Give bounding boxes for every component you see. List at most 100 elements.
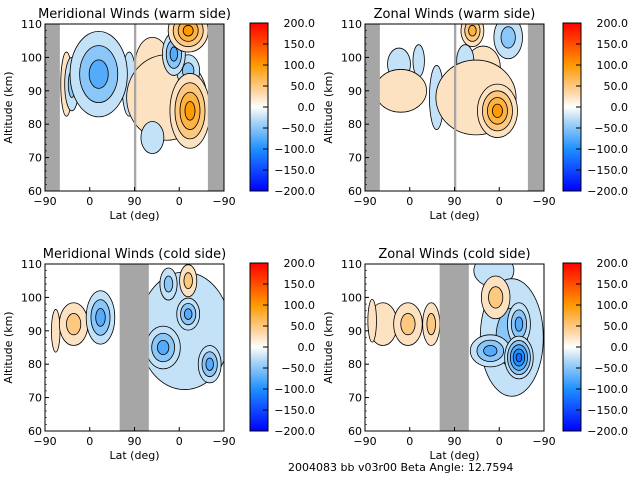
colorbar-tick-label: 100.0	[284, 299, 316, 312]
colorbar-tick-label: 200.0	[597, 257, 629, 270]
contour-band	[183, 308, 193, 320]
y-tick-label: 70	[348, 392, 362, 405]
panel-3: Meridional Winds (cold side) 60 70 80 90 100 1…	[2, 247, 315, 462]
y-tick-label: 90	[348, 325, 362, 338]
no-data-region	[119, 264, 149, 431]
contour-band	[184, 101, 196, 121]
chart-title: Meridional Winds (cold side)	[43, 247, 226, 262]
y-axis-label: Altitude (km)	[2, 71, 15, 143]
x-tick-label: −90	[532, 195, 555, 208]
x-tick-label: 0	[496, 195, 503, 208]
x-tick-label: 0	[406, 195, 413, 208]
contour-band	[514, 316, 524, 332]
colorbar-tick-label: −100.0	[587, 383, 628, 396]
y-tick-label: 100	[341, 291, 362, 304]
colorbar-tick-label: 200.0	[597, 17, 629, 30]
y-tick-label: 60	[348, 185, 362, 198]
colorbar-tick-label: 50.0	[604, 320, 629, 333]
colorbar-tick-label: 50.0	[604, 80, 629, 93]
y-tick-label: 80	[28, 118, 42, 131]
x-tick-label: −90	[353, 435, 376, 448]
contour-field	[51, 264, 224, 431]
colorbar-tick-label: −100.0	[587, 143, 628, 156]
colorbar-tick-label: 0.0	[298, 101, 316, 114]
contour-field	[367, 264, 544, 431]
y-tick-label: 70	[348, 152, 362, 165]
x-tick-label: −90	[212, 435, 235, 448]
colorbar-tick-label: −200.0	[274, 425, 315, 438]
contour-band	[51, 309, 61, 353]
no-data-region	[207, 24, 224, 191]
colorbar-tick-label: −50.0	[594, 122, 628, 135]
colorbar-tick-label: 200.0	[284, 17, 316, 30]
x-tick-label: −90	[212, 195, 235, 208]
contour-band	[492, 103, 503, 118]
y-axis-label: Altitude (km)	[322, 311, 335, 383]
y-tick-label: 60	[28, 185, 42, 198]
colorbar-tick-label: 150.0	[284, 38, 316, 51]
x-tick-label: 90	[128, 435, 142, 448]
x-tick-label: 90	[128, 195, 142, 208]
chart-title: Zonal Winds (cold side)	[378, 247, 530, 262]
y-tick-label: 80	[28, 358, 42, 371]
colorbar-tick-label: −200.0	[587, 425, 628, 438]
x-tick-label: −90	[532, 435, 555, 448]
colorbar-tick-label: 100.0	[597, 299, 629, 312]
colorbar-tick-label: 0.0	[611, 341, 629, 354]
x-tick-label: −90	[353, 195, 376, 208]
colorbar-tick-label: −200.0	[587, 185, 628, 198]
colorbar-tick-label: 50.0	[291, 320, 316, 333]
contour-band	[163, 275, 174, 293]
colorbar-tick-label: −150.0	[274, 404, 315, 417]
no-data-region	[453, 24, 457, 191]
contour-band	[183, 272, 193, 290]
contour-band	[169, 46, 179, 62]
x-axis-label: Lat (deg)	[430, 209, 480, 222]
colorbar-tick-label: 100.0	[597, 59, 629, 72]
contour-band	[400, 313, 416, 336]
colorbar-tick-label: 150.0	[597, 278, 629, 291]
contour-band	[205, 357, 214, 371]
panel-1: Meridional Winds (warm side) 60 70 80 90 100 1…	[2, 7, 315, 222]
no-data-region	[439, 264, 469, 431]
y-tick-label: 60	[348, 425, 362, 438]
contour-band	[367, 299, 377, 343]
contour-field	[365, 24, 544, 191]
colorbar-tick-label: 100.0	[284, 59, 316, 72]
colorbar-tick-label: 0.0	[298, 341, 316, 354]
x-tick-label: 0	[86, 195, 93, 208]
no-data-region	[133, 24, 137, 191]
colorbar-tick-label: 200.0	[284, 257, 316, 270]
x-tick-label: 0	[86, 435, 93, 448]
contour-band	[515, 352, 523, 363]
contour-band	[468, 24, 477, 37]
y-tick-label: 90	[348, 85, 362, 98]
y-tick-label: 110	[21, 18, 42, 31]
y-tick-label: 90	[28, 325, 42, 338]
x-axis-label: Lat (deg)	[110, 449, 160, 462]
y-tick-label: 110	[341, 258, 362, 271]
colorbar-tick-label: −50.0	[594, 362, 628, 375]
colorbar-tick-label: 0.0	[611, 101, 629, 114]
footer-text: 2004083 bb v03r00 Beta Angle: 12.7594	[288, 461, 513, 474]
panel-4: Zonal Winds (cold side) 60 70 80 90 100 110 −90…	[322, 247, 628, 462]
x-tick-label: 0	[176, 195, 183, 208]
colorbar-tick-label: 50.0	[291, 80, 316, 93]
no-data-region	[365, 24, 380, 191]
no-data-region	[45, 24, 60, 191]
contour-band	[483, 345, 498, 357]
y-tick-label: 100	[341, 51, 362, 64]
colorbar-tick-label: −100.0	[274, 383, 315, 396]
colorbar-tick-label: −100.0	[274, 143, 315, 156]
y-tick-label: 100	[21, 291, 42, 304]
x-axis-label: Lat (deg)	[430, 449, 480, 462]
x-axis-label: Lat (deg)	[110, 209, 160, 222]
contour-band	[488, 286, 504, 309]
contour-band	[412, 44, 425, 78]
y-tick-label: 60	[28, 425, 42, 438]
contour-band	[374, 69, 427, 113]
contour-band	[182, 24, 194, 37]
colorbar-tick-label: −150.0	[274, 164, 315, 177]
y-tick-label: 110	[21, 258, 42, 271]
